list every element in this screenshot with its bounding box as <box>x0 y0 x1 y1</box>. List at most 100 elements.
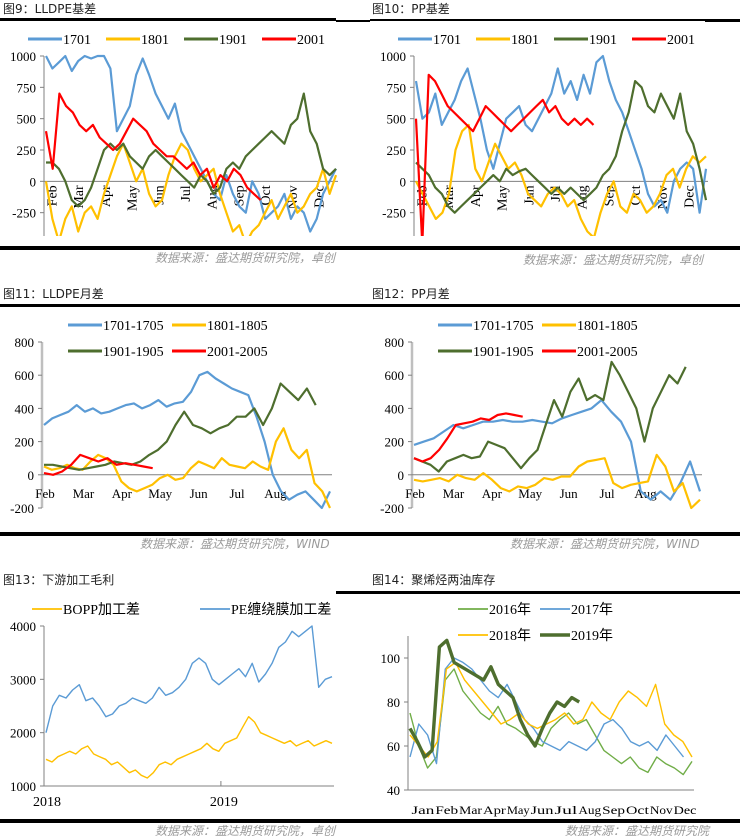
y-tick-label: 750 <box>387 80 407 95</box>
series-line-1901 <box>415 79 708 214</box>
y-tick-label: 80 <box>387 695 400 710</box>
series-line-2001 <box>414 73 595 236</box>
x-tick-label: Mar <box>73 486 95 501</box>
x-tick-label: May <box>496 185 511 211</box>
y-tick-label: 4000 <box>10 619 36 634</box>
legend-label: 2001 <box>297 33 325 48</box>
x-tick-label: Aug <box>576 185 591 209</box>
source-note: 数据来源：盛达期货研究院 <box>565 824 710 838</box>
x-tick-label: Feb <box>405 486 425 501</box>
x-tick-label: Feb <box>435 803 458 817</box>
legend-label: 2016年 <box>489 602 531 618</box>
y-tick-label: 0 <box>30 174 37 189</box>
y-tick-label: -200 <box>10 501 34 516</box>
x-tick-label: Jun <box>560 486 579 501</box>
y-tick-label: 1000 <box>380 49 406 64</box>
legend-label: 1901 <box>589 33 617 48</box>
x-tick-label: Sep <box>602 803 625 817</box>
series-line-BOPP加工差 <box>45 715 333 779</box>
legend-label: 1701 <box>63 33 91 48</box>
y-tick-label: 500 <box>387 112 407 127</box>
legend-label: 2001-2005 <box>207 345 268 360</box>
x-tick-label: Dec <box>674 803 697 817</box>
y-tick-label: 600 <box>15 368 35 383</box>
series-line-1901-1905 <box>413 360 687 473</box>
chart-lldpe-basis: -500-25002505007501000FebMarAprMayJunJul… <box>10 33 338 236</box>
legend-label: 1801 <box>511 33 539 48</box>
x-tick-label: Feb <box>35 486 55 501</box>
x-tick-label: Dec <box>683 185 698 208</box>
bottom-rule <box>0 532 370 536</box>
series-line-2001-2005 <box>43 453 153 476</box>
x-tick-label: 2018 <box>33 795 61 810</box>
x-tick-label: Jan <box>412 803 435 817</box>
legend-label: 2001 <box>667 33 695 48</box>
legend-label: PE缠绕膜加工差 <box>231 601 331 618</box>
bottom-rule <box>0 246 370 250</box>
series-line-1801-1805 <box>43 427 331 509</box>
series-line-1801 <box>44 142 338 236</box>
x-tick-label: Jul <box>179 185 194 201</box>
y-tick-label: 60 <box>387 739 400 754</box>
title-rule <box>370 304 740 307</box>
y-tick-label: 400 <box>15 401 35 416</box>
x-tick-label: Aug <box>578 803 601 817</box>
x-tick-label: Oct <box>626 803 650 817</box>
legend-label: BOPP加工差 <box>63 602 140 618</box>
y-tick-label: 500 <box>17 112 37 127</box>
y-tick-label: -250 <box>12 206 36 221</box>
y-tick-label: 250 <box>17 143 37 158</box>
bottom-rule <box>0 819 370 823</box>
panel-title-processing-margin: 图13：下游加工毛利 <box>3 573 115 587</box>
y-tick-label: 1000 <box>10 779 36 794</box>
x-tick-label: Aug <box>264 486 287 501</box>
legend-label: 1901-1905 <box>103 345 164 360</box>
series-line-1801-1805 <box>413 453 701 510</box>
x-tick-label: Jun <box>190 486 209 501</box>
bottom-rule <box>370 819 740 823</box>
x-tick-label: May <box>148 486 172 501</box>
title-rule <box>0 18 336 21</box>
series-line-1701-1705 <box>43 370 331 510</box>
y-tick-label: 0 <box>398 468 405 483</box>
y-tick-label: 600 <box>385 368 405 383</box>
series-line-1901-1905 <box>44 382 317 471</box>
y-tick-label: 800 <box>15 335 35 350</box>
y-tick-label: -250 <box>382 206 406 221</box>
chart-processing-margin: 1000 2000 3000 4000 2018 2019 BOPP加工差 PE缠绕膜加工差 <box>10 601 334 810</box>
title-rule <box>336 591 740 594</box>
legend-label: 1701-1705 <box>473 319 534 334</box>
series-line-1701-1705 <box>413 398 702 501</box>
x-tick-label: Mar <box>459 803 482 817</box>
chart-inventory: 40 60 80 100 Jan Feb Mar Apr May Jun Jul Aug Sep Oct N… <box>381 602 697 817</box>
series-line-2016年 <box>409 668 693 776</box>
title-rule <box>336 20 370 22</box>
x-tick-label: Jul <box>599 486 615 501</box>
legend-label: 2017年 <box>571 602 613 618</box>
series-line-1801 <box>415 123 707 236</box>
bottom-rule <box>370 532 740 536</box>
legend-label: 1901 <box>219 33 247 48</box>
chart-lldpe-spread: -200 0 200 400 600 800 Feb Mar Apr May Jun Jul Aug 17… <box>10 319 332 516</box>
series-line-1901 <box>46 92 337 208</box>
panel-title-lldpe-spread: 图11：LLDPE月差 <box>3 287 104 301</box>
series-line-2019年 <box>408 638 581 759</box>
panel-title-pp-basis: 图10：PP基差 <box>372 2 450 16</box>
y-tick-label: 2000 <box>10 726 36 741</box>
series-line-1701 <box>45 54 337 233</box>
x-tick-label: May <box>507 803 530 817</box>
legend-label: 2018年 <box>489 628 531 644</box>
legend-label: 2019年 <box>571 628 613 644</box>
series-line-PE缠绕膜加工差 <box>45 625 333 733</box>
x-tick-label: Apr <box>112 486 133 501</box>
legend-label: 1801 <box>141 33 169 48</box>
legend-label: 1801-1805 <box>577 319 638 334</box>
x-tick-label: 2019 <box>210 795 238 810</box>
panel-title-lldpe-basis: 图9：LLDPE基差 <box>3 2 97 16</box>
x-tick-label: Nov <box>286 185 301 209</box>
x-tick-label: Nov <box>650 803 673 817</box>
series-line-2001-2005 <box>413 412 523 463</box>
x-tick-label: Sep <box>602 185 617 206</box>
y-tick-label: 250 <box>387 143 407 158</box>
series-line-1701 <box>414 54 708 214</box>
